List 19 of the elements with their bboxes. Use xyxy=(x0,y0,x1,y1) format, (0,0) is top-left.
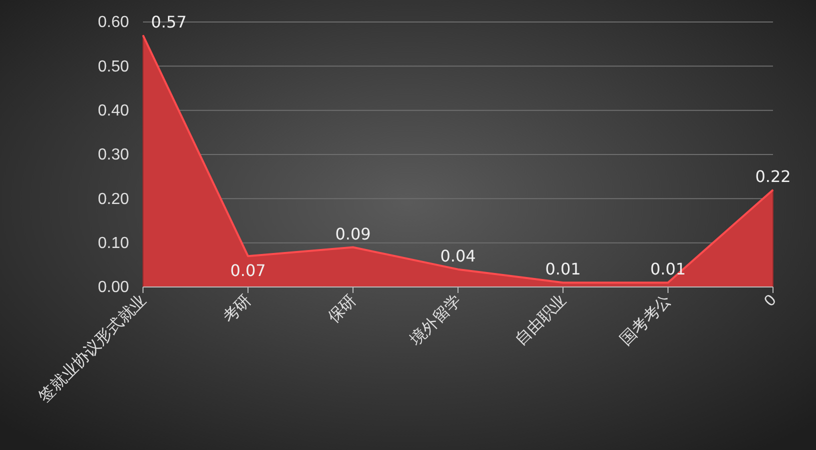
data-label: 0.57 xyxy=(151,12,187,32)
data-label: 0.09 xyxy=(335,224,371,244)
data-label: 0.07 xyxy=(230,261,266,280)
x-tick-label: 考研 xyxy=(219,291,255,326)
data-label: 0.22 xyxy=(755,166,791,186)
x-tick-label: 保研 xyxy=(325,292,360,326)
data-label: 0.04 xyxy=(440,246,476,266)
x-tick-label: 国考考公 xyxy=(616,291,675,350)
x-tick-label: 0 xyxy=(761,292,780,310)
y-tick-label: 0.50 xyxy=(98,58,130,76)
x-tick-label: 自由职业 xyxy=(512,291,570,350)
y-tick-label: 0.30 xyxy=(98,146,130,164)
data-label: 0.01 xyxy=(545,260,581,279)
y-tick-label: 0.40 xyxy=(98,102,130,120)
y-tick-label: 0.60 xyxy=(98,14,130,32)
x-tick-label: 境外留学 xyxy=(406,291,465,350)
y-tick-label: 0.20 xyxy=(98,190,130,208)
data-label: 0.01 xyxy=(650,260,686,279)
y-tick-label: 0.10 xyxy=(98,234,130,252)
